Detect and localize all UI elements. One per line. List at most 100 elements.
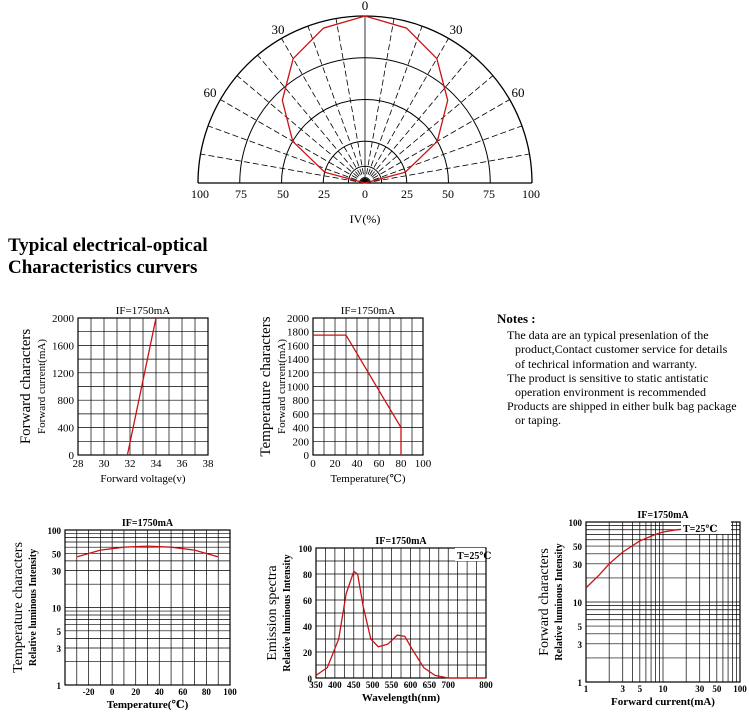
y-tick-label: 1200: [52, 368, 75, 380]
chart-temp_current: [312, 317, 424, 456]
x-tick-label: 34: [151, 458, 163, 470]
x-tick-label: 800: [479, 680, 493, 690]
y-tick-label: 5: [578, 622, 583, 632]
x-tick-label: 500: [366, 680, 380, 690]
chart-current_intensity: [585, 521, 741, 683]
x-tick-label: 10: [659, 684, 669, 694]
x-tick-label: 40: [352, 458, 364, 470]
polar-radial-line: [200, 153, 366, 184]
x-tick-label: 20: [131, 687, 141, 697]
polar-radial-line: [257, 54, 366, 184]
y-tick-label: 2000: [287, 313, 310, 325]
series-line: [313, 334, 402, 455]
x-axis-label: Wavelength(nm): [362, 692, 441, 704]
x-tick-label: 60: [374, 458, 386, 470]
polar-radial-line: [307, 25, 366, 184]
x-tick-label: 32: [125, 458, 136, 470]
y-tick-label: 1400: [287, 354, 310, 366]
x-axis-label: Forward current(mA): [611, 696, 715, 708]
y-axis-label: Temperature characters: [11, 542, 26, 673]
x-tick-label: 80: [396, 458, 408, 470]
chart-forward: [77, 317, 209, 456]
note-item-1: The data are an typical presenlation of …: [507, 328, 728, 371]
section-heading-line2: Characteristics curvers: [8, 257, 198, 278]
series-line: [585, 528, 687, 589]
y-tick-label: 10: [52, 604, 62, 614]
y-tick-label: 3: [578, 640, 583, 650]
polar-radial-line: [364, 125, 523, 184]
x-tick-label: 700: [441, 680, 455, 690]
x-tick-label: 1: [584, 684, 589, 694]
y-tick-label: 1600: [287, 340, 310, 352]
x-tick-label: 550: [385, 680, 399, 690]
polar-angle-label: 30: [272, 22, 285, 37]
x-tick-label: 650: [423, 680, 437, 690]
x-tick-label: 0: [310, 458, 316, 470]
note-item-3: Products are shipped in either bulk bag …: [507, 399, 737, 428]
x-tick-label: 100: [223, 687, 237, 697]
x-tick-label: 38: [203, 458, 215, 470]
y-tick-label: 3: [57, 644, 62, 654]
polar-radial-tick-label: 25: [318, 187, 330, 201]
y-axis-label: Emission spectra: [265, 565, 280, 661]
x-tick-label: 100: [415, 458, 432, 470]
plot-frame: [312, 317, 424, 456]
chart-title: IF=1750mA: [341, 305, 396, 317]
polar-series-line: [281, 15, 449, 184]
x-tick-label: 450: [347, 680, 361, 690]
y-tick-label: 600: [293, 409, 310, 421]
x-axis-label: Temperature(℃): [330, 473, 405, 485]
y-tick-label: 1600: [52, 340, 75, 352]
x-tick-label: 20: [330, 458, 342, 470]
x-tick-label: 600: [404, 680, 418, 690]
y-axis-label: Temperature characters: [258, 316, 274, 456]
polar-radial-line: [281, 38, 366, 184]
y-tick-label: 20: [303, 648, 313, 658]
x-tick-label: 3: [620, 684, 625, 694]
notes-title: Notes :: [497, 311, 536, 326]
y-tick-label: 50: [52, 549, 62, 559]
polar-radial-tick-label: 100: [522, 187, 540, 201]
polar-radial-line: [364, 25, 423, 184]
polar-radial-line: [364, 18, 395, 184]
y-tick-label: 5: [57, 627, 62, 637]
y-tick-label: 40: [303, 622, 313, 632]
y-tick-label: 10: [573, 598, 583, 608]
x-tick-label: 100: [733, 684, 747, 694]
polar-radial-tick-label: 75: [483, 187, 495, 201]
annotation-bg: [455, 548, 485, 561]
section-heading-line1: Typical electrical-optical: [8, 235, 208, 256]
y-tick-label: 80: [303, 570, 313, 580]
y-tick-label: 400: [293, 423, 310, 435]
plot-frame: [585, 521, 741, 683]
annotation-bg: [681, 521, 731, 534]
polar-radial-line: [207, 125, 366, 184]
y-tick-label: 100: [48, 526, 62, 536]
polar-radial-line: [236, 75, 366, 184]
polar-radial-tick-label: 0: [362, 187, 368, 201]
y-tick-label: 100: [299, 544, 313, 554]
y-axis-sublabel: Forward current(mA): [36, 339, 48, 434]
x-tick-label: 80: [202, 687, 212, 697]
x-tick-label: 40: [155, 687, 165, 697]
polar-chart: [197, 15, 533, 184]
chart-spectra: [315, 547, 487, 679]
note-item-2: The product is sensitive to static antis…: [507, 370, 709, 400]
y-axis-sublabel: Relative luminous Intensity: [282, 554, 293, 671]
y-tick-label: 100: [569, 518, 583, 528]
x-tick-label: 5: [638, 684, 643, 694]
y-axis-sublabel: Relative luminous Intensity: [554, 543, 565, 660]
y-tick-label: 1200: [287, 368, 310, 380]
x-tick-label: 0: [110, 687, 115, 697]
y-tick-label: 0: [69, 450, 75, 462]
polar-radial-tick-label: 75: [235, 187, 247, 201]
chart-title: IF=1750mA: [637, 510, 689, 521]
series-line: [315, 570, 486, 679]
x-tick-label: 30: [695, 684, 705, 694]
y-tick-label: 200: [293, 436, 310, 448]
y-tick-label: 2000: [52, 313, 75, 325]
polar-angle-label: 60: [512, 85, 525, 100]
polar-radial-line: [364, 75, 494, 184]
chart-title: IF=1750mA: [375, 536, 427, 547]
